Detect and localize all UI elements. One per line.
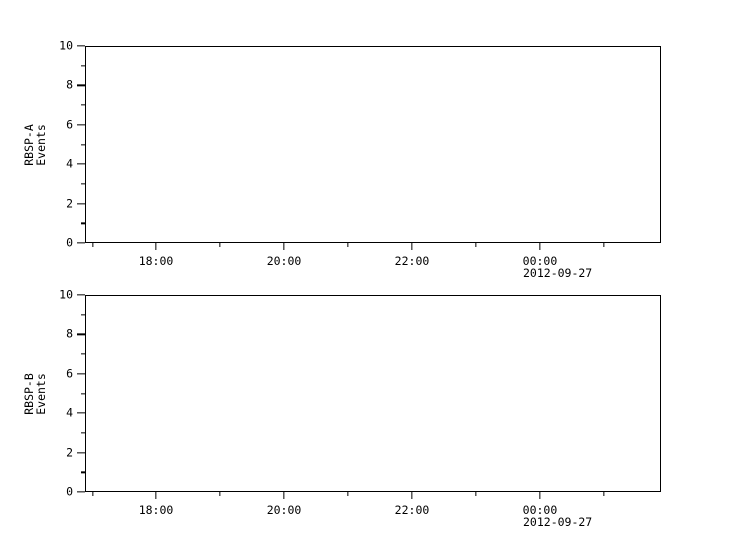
panel-rbsp-b: RBSP-B Events 10 8 6 4 2 0 18 bbox=[22, 289, 661, 528]
y-major-tick bbox=[77, 333, 85, 336]
x-minor-tick bbox=[603, 243, 605, 247]
y-tick-label: 6 bbox=[66, 117, 73, 132]
x-major-tick bbox=[411, 492, 413, 499]
x-tick-label: 22:00 bbox=[394, 503, 430, 517]
y-major-tick bbox=[77, 491, 85, 493]
y-major-tick bbox=[77, 202, 85, 205]
y-minor-tick bbox=[80, 353, 85, 355]
y-axis-label-line2: Events bbox=[34, 372, 48, 415]
x-minor-tick bbox=[475, 243, 477, 247]
y-tick-label: 4 bbox=[66, 156, 73, 171]
y-axis-label: RBSP-B Events bbox=[22, 372, 48, 415]
y-minor-tick bbox=[80, 471, 85, 473]
x-major-tick bbox=[155, 243, 157, 250]
y-tick-label: 0 bbox=[66, 484, 73, 499]
x-minor-tick bbox=[219, 492, 221, 496]
x-tick-label: 00:00 bbox=[522, 254, 558, 268]
y-minor-tick bbox=[80, 143, 85, 146]
plot-frame bbox=[85, 295, 661, 492]
y-tick-label: 10 bbox=[59, 38, 73, 53]
x-minor-tick bbox=[92, 243, 94, 247]
y-minor-tick bbox=[80, 432, 85, 434]
x-axis-date-label: 2012-09-27 bbox=[523, 266, 593, 280]
panel-rbsp-a: RBSP-A Events 10 8 6 4 2 0 18 bbox=[22, 40, 661, 279]
x-tick-label: 22:00 bbox=[394, 254, 430, 268]
y-minor-tick bbox=[80, 222, 85, 224]
y-tick-label: 8 bbox=[66, 77, 73, 92]
y-tick-label: 10 bbox=[59, 287, 73, 302]
x-minor-tick bbox=[603, 492, 605, 496]
x-axis-date-label: 2012-09-27 bbox=[523, 515, 593, 529]
y-major-tick bbox=[77, 412, 85, 414]
y-major-tick bbox=[77, 124, 85, 126]
x-minor-tick bbox=[475, 492, 477, 496]
x-tick-label: 18:00 bbox=[138, 254, 174, 268]
y-major-tick bbox=[77, 84, 85, 87]
y-tick-label: 2 bbox=[66, 444, 73, 459]
x-minor-tick bbox=[92, 492, 94, 496]
x-tick-label: 20:00 bbox=[266, 254, 302, 268]
y-major-tick bbox=[77, 163, 85, 165]
y-minor-tick bbox=[80, 104, 85, 106]
y-major-tick bbox=[77, 373, 85, 375]
x-tick-label: 20:00 bbox=[266, 503, 302, 517]
plot-frame bbox=[85, 46, 661, 243]
y-tick-label: 4 bbox=[66, 405, 73, 420]
x-minor-tick bbox=[347, 492, 349, 496]
x-major-tick bbox=[283, 492, 285, 499]
y-minor-tick bbox=[80, 392, 85, 395]
y-major-tick bbox=[77, 451, 85, 454]
y-tick-label: 0 bbox=[66, 235, 73, 250]
x-minor-tick bbox=[219, 243, 221, 247]
y-tick-label: 8 bbox=[66, 326, 73, 341]
x-major-tick bbox=[539, 243, 541, 250]
y-tick-label: 2 bbox=[66, 195, 73, 210]
x-major-tick bbox=[155, 492, 157, 499]
y-axis-label-line2: Events bbox=[34, 123, 48, 166]
x-major-tick bbox=[283, 243, 285, 250]
x-tick-label: 18:00 bbox=[138, 503, 174, 517]
y-major-tick bbox=[77, 45, 85, 47]
y-major-tick bbox=[77, 242, 85, 244]
y-minor-tick bbox=[80, 314, 85, 316]
x-major-tick bbox=[539, 492, 541, 499]
y-major-tick bbox=[77, 294, 85, 296]
y-tick-label: 6 bbox=[66, 366, 73, 381]
y-minor-tick bbox=[80, 183, 85, 185]
y-axis-label: RBSP-A Events bbox=[22, 123, 48, 166]
y-minor-tick bbox=[80, 65, 85, 67]
x-major-tick bbox=[411, 243, 413, 250]
x-minor-tick bbox=[347, 243, 349, 247]
x-tick-label: 00:00 bbox=[522, 503, 558, 517]
